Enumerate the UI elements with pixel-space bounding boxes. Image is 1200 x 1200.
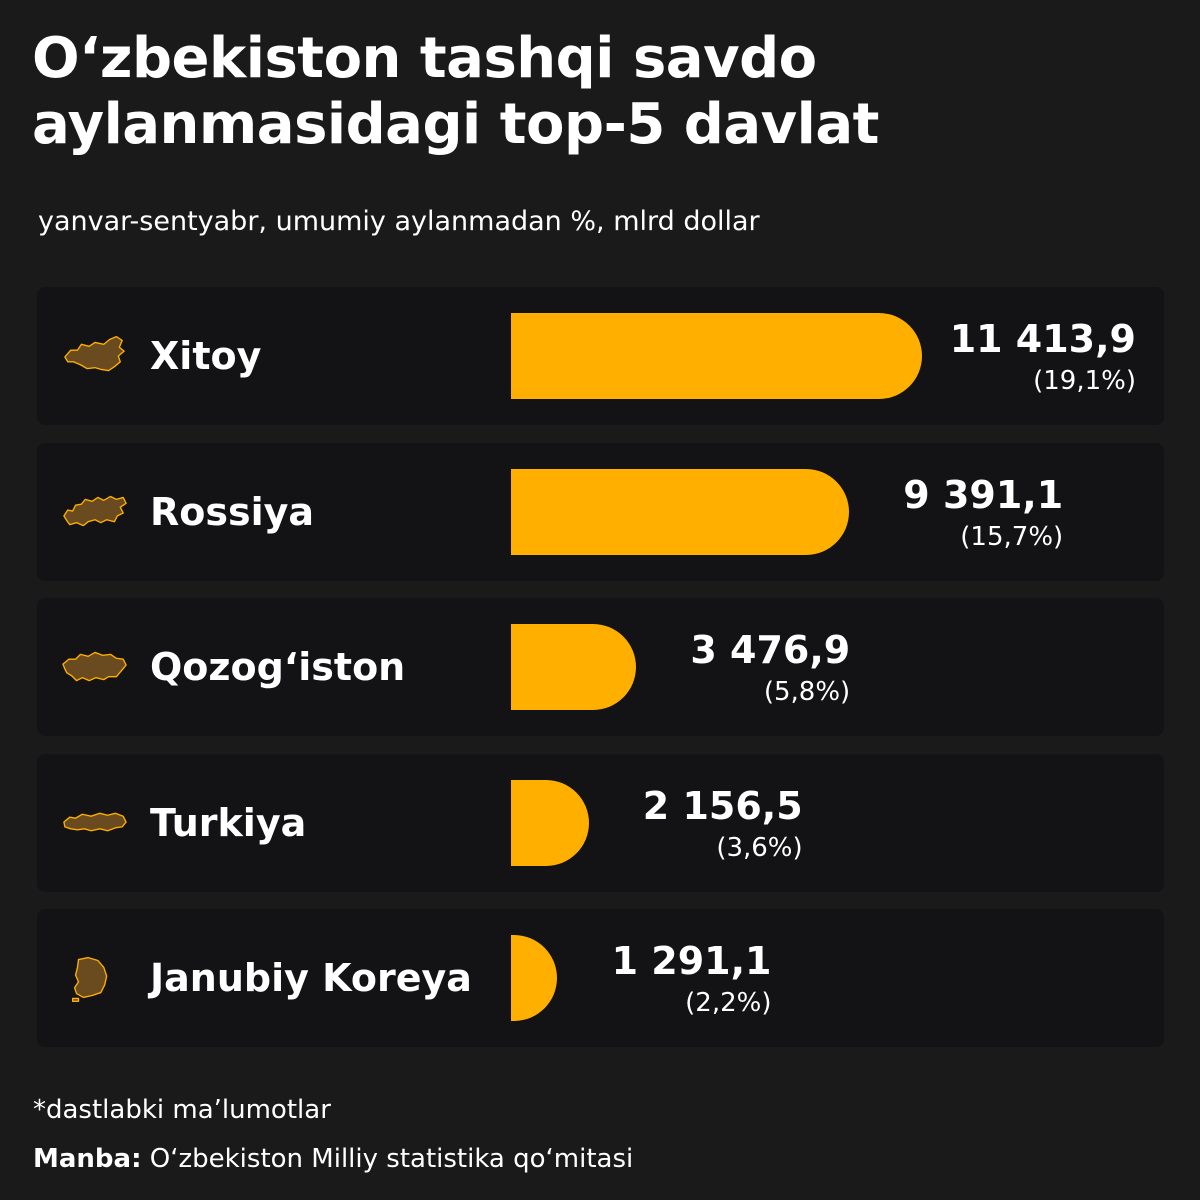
kazakhstan-map-icon [61,642,129,692]
chart-title: O‘zbekiston tashqi savdo aylanmasidagi t… [32,26,879,157]
share-label: (3,6%) [716,832,803,863]
source-line: Manba: O‘zbekiston Milliy statistika qo‘… [33,1141,633,1177]
category-label: Janubiy Koreya [150,956,472,1000]
bar-row: Turkiya 2 156,5 (3,6%) [37,753,1164,892]
category-label: Turkiya [150,800,307,845]
footnote: *dastlabki ma’lumotlar [33,1095,331,1125]
share-label: (15,7%) [960,521,1064,552]
bar [511,935,558,1021]
south-korea-map-icon [61,953,129,1003]
source-text: O‘zbekiston Milliy statistika qo‘mitasi [149,1144,634,1174]
bar [511,313,922,399]
value-label: 3 476,9 [690,628,851,672]
value-label: 11 413,9 [949,317,1136,361]
chart-subtitle: yanvar-sentyabr, umumiy aylanmadan %, ml… [38,206,760,237]
turkey-map-icon [61,798,129,848]
bar-row: Xitoy 11 413,9 (19,1%) [37,287,1164,425]
source-label: Manba: [33,1144,142,1174]
bar [511,468,850,555]
bar-row: Rossiya 9 391,1 (15,7%) [37,442,1164,581]
share-label: (5,8%) [763,677,851,707]
category-label: Rossiya [150,489,315,534]
bar [511,624,637,710]
value-label: 1 291,1 [611,939,772,983]
value-label: 2 156,5 [642,783,803,828]
category-label: Xitoy [150,334,262,378]
bar [511,779,589,866]
share-label: (19,1%) [1033,366,1136,396]
china-map-icon [61,331,129,381]
value-label: 9 391,1 [903,472,1064,517]
share-label: (2,2%) [685,988,772,1018]
bar-row: Janubiy Koreya 1 291,1 (2,2%) [37,909,1164,1047]
russia-map-icon [61,487,129,537]
category-label: Qozog‘iston [150,645,406,689]
bar-row: Qozog‘iston 3 476,9 (5,8%) [37,598,1164,736]
